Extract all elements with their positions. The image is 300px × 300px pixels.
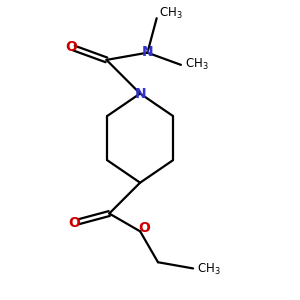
Text: CH$_3$: CH$_3$	[185, 57, 208, 72]
Text: O: O	[69, 216, 81, 230]
Text: CH$_3$: CH$_3$	[159, 6, 182, 21]
Text: N: N	[134, 86, 146, 100]
Text: O: O	[65, 40, 77, 54]
Text: N: N	[142, 45, 153, 59]
Text: CH$_3$: CH$_3$	[197, 262, 221, 277]
Text: O: O	[138, 221, 150, 236]
